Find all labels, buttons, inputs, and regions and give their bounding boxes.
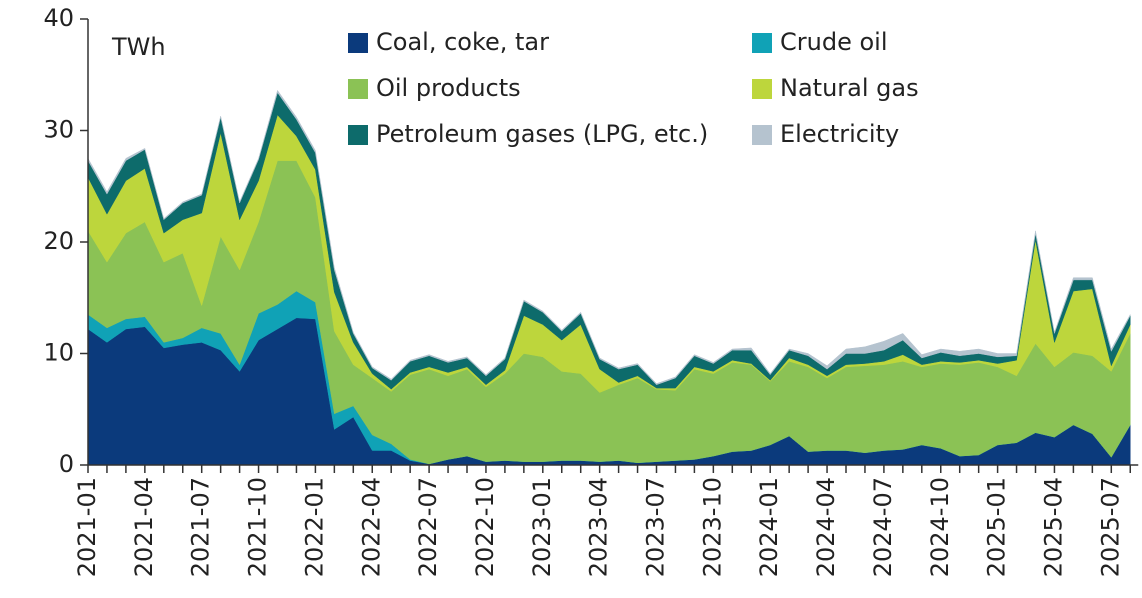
y-tick-label: 20 (43, 227, 74, 255)
y-tick-label: 30 (43, 116, 74, 144)
legend-swatch (752, 125, 772, 145)
legend-label: Crude oil (780, 28, 887, 56)
x-tick-label: 2025-01 (983, 477, 1011, 577)
x-tick-label: 2022-01 (300, 477, 328, 577)
legend-swatch (348, 125, 368, 145)
x-tick-label: 2024-07 (869, 477, 897, 577)
unit-label: TWh (111, 33, 166, 61)
x-tick-label: 2023-10 (698, 477, 726, 577)
x-tick-label: 2024-10 (926, 477, 954, 577)
x-tick-label: 2021-07 (187, 477, 215, 577)
legend-label: Natural gas (780, 74, 919, 102)
legend-label: Electricity (780, 120, 899, 148)
x-tick-label: 2024-04 (812, 477, 840, 577)
x-tick-label: 2022-04 (357, 477, 385, 577)
area (87, 89, 1131, 386)
x-tick-label: 2021-01 (73, 477, 101, 577)
legend-swatch (752, 79, 772, 99)
x-tick-label: 2025-04 (1039, 477, 1067, 577)
x-tick-label: 2021-10 (244, 477, 272, 577)
legend-label: Petroleum gases (LPG, etc.) (376, 120, 708, 148)
legend-swatch (348, 79, 368, 99)
legend-label: Coal, coke, tar (376, 28, 549, 56)
x-tick-label: 2022-10 (471, 477, 499, 577)
y-tick-label: 0 (59, 450, 74, 478)
x-tick-label: 2024-01 (755, 477, 783, 577)
legend-swatch (348, 33, 368, 53)
x-tick-label: 2023-04 (585, 477, 613, 577)
y-tick-label: 40 (43, 4, 74, 32)
x-tick-label: 2022-07 (414, 477, 442, 577)
x-tick-label: 2021-04 (130, 477, 158, 577)
legend-swatch (752, 33, 772, 53)
y-tick-label: 10 (43, 339, 74, 367)
x-tick-label: 2023-07 (642, 477, 670, 577)
x-tick-label: 2025-07 (1096, 477, 1124, 577)
legend-label: Oil products (376, 74, 521, 102)
x-tick-label: 2023-01 (528, 477, 556, 577)
